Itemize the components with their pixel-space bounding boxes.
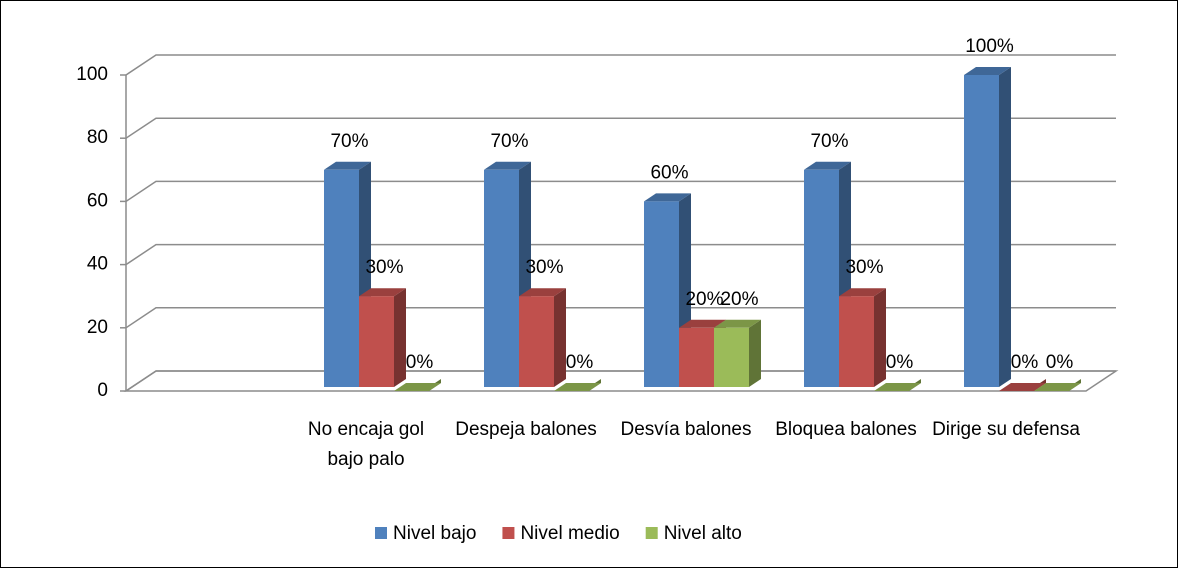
x-tick-label: Bloquea balones: [775, 419, 917, 440]
bar: [359, 296, 394, 387]
bar-top: [519, 288, 566, 297]
bar-top: [804, 161, 851, 170]
bar-top: [484, 161, 531, 170]
bar-top: [394, 383, 441, 391]
bar-side: [749, 319, 761, 387]
bar-top: [964, 67, 1011, 75]
bar-top: [714, 319, 761, 328]
legend-swatch: [375, 527, 387, 539]
data-label: 30%: [365, 257, 403, 278]
x-tick-label: Desvía balones: [620, 419, 752, 440]
bar: [679, 327, 714, 387]
bar: [804, 169, 839, 387]
bar: [964, 75, 999, 387]
data-label: 0%: [406, 352, 434, 373]
data-label: 0%: [886, 352, 914, 373]
bar-top: [679, 319, 726, 328]
data-label: 70%: [330, 131, 368, 152]
bar-top: [1034, 383, 1081, 391]
grid-line: [125, 117, 1116, 139]
data-label: 70%: [490, 131, 528, 152]
grid-line: [125, 180, 1116, 203]
bar: [644, 201, 679, 387]
grid-line: [125, 307, 1116, 329]
data-label: 0%: [1046, 352, 1074, 373]
data-label: 70%: [810, 131, 848, 152]
y-tick-label: 60: [87, 190, 108, 211]
data-label: 100%: [965, 36, 1014, 57]
y-tick-label: 100: [76, 64, 108, 85]
legend-label: Nivel bajo: [393, 523, 476, 544]
data-label: 30%: [525, 257, 563, 278]
grid-line: [125, 370, 1116, 392]
x-tick-label: No encaja gol bajo palo: [307, 419, 425, 470]
bar-side: [554, 288, 566, 387]
legend-swatch: [645, 527, 658, 539]
bar: [324, 169, 359, 387]
grid-line: [125, 243, 1116, 266]
bar-top: [359, 288, 406, 297]
bar-top: [554, 383, 601, 391]
x-tick-label: Despeja balones: [455, 419, 597, 440]
data-label: 0%: [566, 352, 594, 373]
bar-top: [839, 288, 886, 297]
bar-top: [874, 383, 921, 391]
legend-label: Nivel alto: [664, 523, 742, 544]
y-tick-label: 0: [97, 380, 108, 401]
grid-line: [125, 54, 1116, 76]
data-label: 30%: [845, 257, 883, 278]
data-label: 20%: [720, 289, 758, 310]
bar-top: [324, 161, 371, 170]
bar: [714, 327, 749, 387]
data-label: 0%: [1011, 352, 1039, 373]
y-tick-label: 40: [87, 254, 108, 275]
data-label: 20%: [685, 289, 723, 310]
data-label: 60%: [650, 162, 688, 183]
y-tick-label: 20: [87, 317, 108, 338]
legend-label: Nivel medio: [520, 523, 619, 544]
y-tick-label: 80: [87, 127, 108, 148]
bar-top: [999, 383, 1046, 391]
bar: [519, 296, 554, 387]
bar-side: [394, 288, 406, 387]
bar-side: [874, 288, 886, 387]
bar-side: [999, 67, 1011, 387]
legend-swatch: [502, 527, 515, 539]
bar-top: [644, 193, 691, 202]
bar: [839, 296, 874, 387]
bar: [484, 169, 519, 387]
x-tick-label: Dirige su defensa: [932, 419, 1080, 440]
